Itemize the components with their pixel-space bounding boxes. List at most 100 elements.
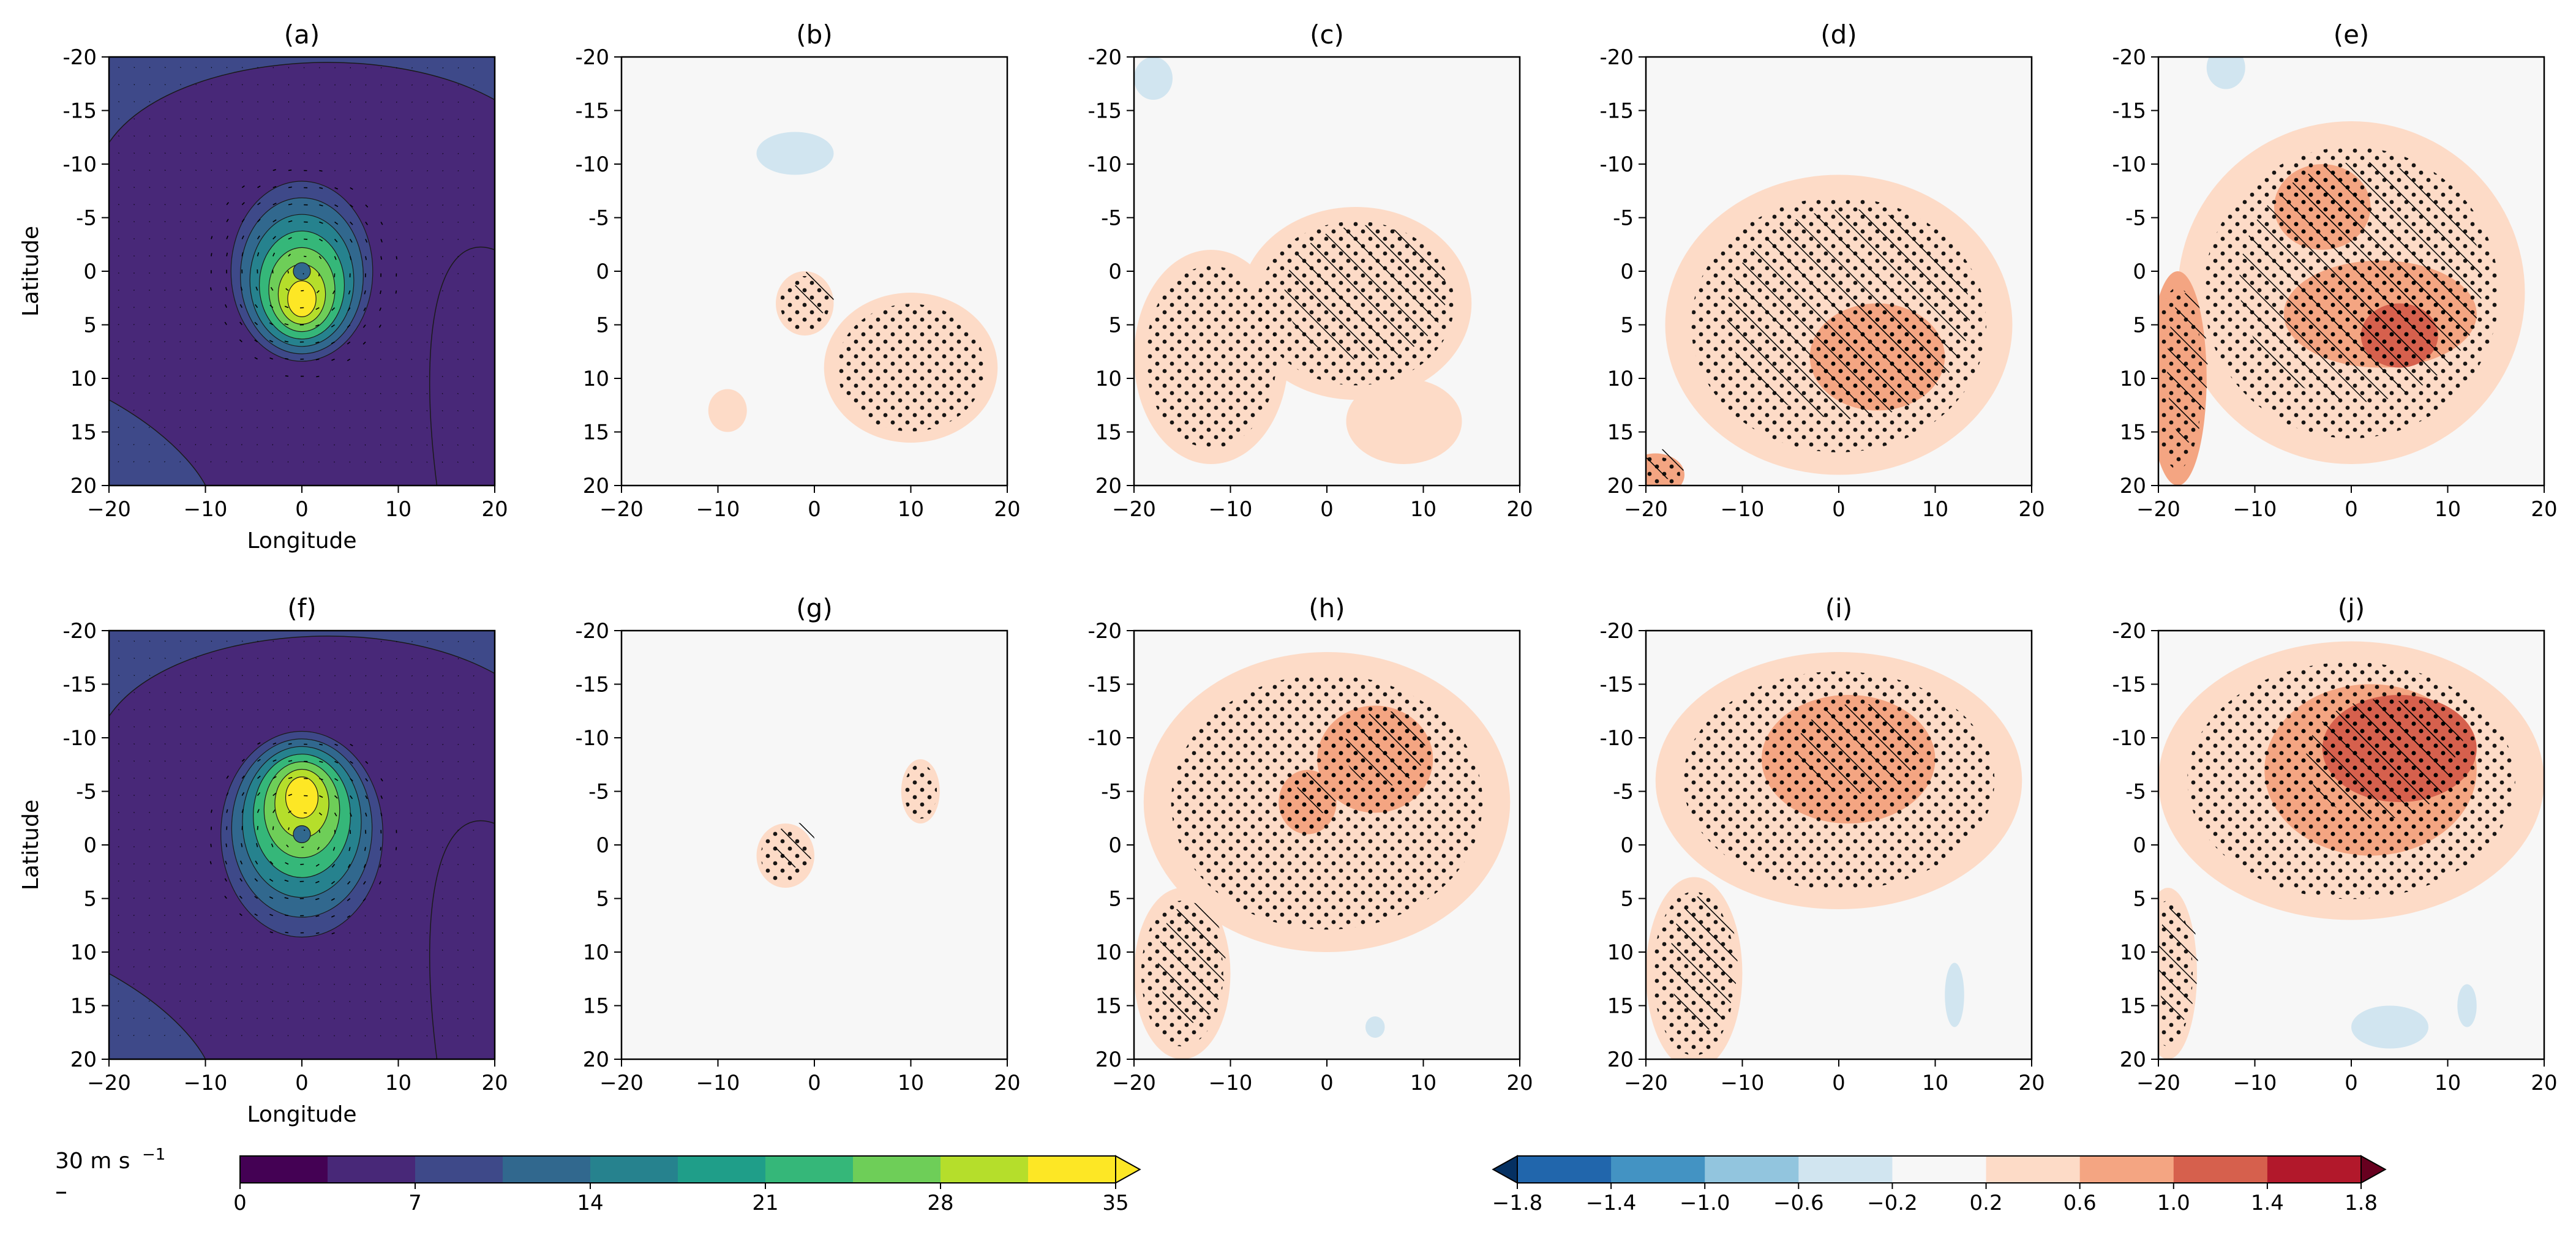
x-axis-label: Longitude	[247, 1102, 356, 1127]
wind-vector	[350, 795, 353, 800]
hatch-region	[775, 822, 816, 868]
wind-vector	[149, 640, 151, 642]
x-tick-label: 10	[2435, 497, 2461, 522]
wind-vector	[195, 640, 197, 642]
wind-vector	[241, 235, 244, 239]
panel-i: (i) −20 −10 0 10 20 -20 -15 -10 -5 0 5 10 15 20	[1599, 593, 2045, 1095]
wind-vector	[331, 307, 336, 311]
wind-vector	[269, 913, 274, 917]
wind-vector	[319, 778, 323, 781]
wind-vector	[380, 222, 383, 225]
wind-vector	[211, 692, 212, 694]
x-tick-label: −10	[696, 1071, 740, 1095]
wind-vector	[380, 966, 381, 968]
wind-vector	[257, 792, 261, 796]
wind-vector	[457, 461, 459, 463]
wind-vector	[149, 135, 151, 137]
y-tick-label: -15	[62, 99, 97, 124]
panel-title: (e)	[2334, 20, 2370, 50]
negative-anomaly	[1134, 57, 1173, 100]
wind-vector	[179, 427, 181, 429]
colorbar-segment	[678, 1156, 766, 1183]
wind-vector	[118, 1035, 119, 1037]
wind-vector	[315, 880, 320, 883]
hatch-region	[1297, 768, 1338, 814]
y-tick-label: -15	[575, 673, 609, 697]
y-tick-label: -15	[575, 99, 609, 124]
x-tick-label: 10	[1410, 1071, 1436, 1095]
wind-vector	[411, 84, 413, 86]
wind-vector	[226, 202, 229, 205]
wind-vector	[301, 846, 304, 848]
wind-vector	[457, 950, 459, 951]
colorbar-tick-label: −0.6	[1773, 1191, 1824, 1215]
y-axis-label: Latitude	[18, 800, 43, 890]
x-tick-label: −20	[1624, 1071, 1668, 1095]
quiver-key-label: 30 m s	[55, 1149, 130, 1174]
wind-vector	[288, 237, 292, 240]
y-tick-label: 0	[2133, 833, 2146, 858]
wind-vector	[225, 843, 227, 847]
x-tick-label: 10	[385, 497, 411, 522]
wind-vector	[457, 710, 459, 711]
wind-vector	[272, 792, 277, 797]
y-tick-label: 20	[1607, 1048, 1634, 1072]
wind-band	[109, 57, 495, 144]
wind-vector	[285, 931, 289, 934]
wind-vector	[285, 375, 289, 377]
wind-vector	[331, 898, 335, 901]
x-tick-label: 0	[1832, 1071, 1846, 1095]
y-tick-label: 0	[2133, 260, 2146, 284]
hatch-region	[794, 270, 835, 315]
wind-vector	[411, 359, 413, 360]
wind-vector	[441, 1035, 443, 1037]
wind-vector	[396, 692, 397, 694]
wind-vector	[473, 710, 475, 711]
wind-vector	[316, 290, 320, 294]
panel-title: (b)	[796, 20, 832, 50]
x-tick-label: −10	[1209, 1071, 1253, 1095]
wind-vector	[396, 966, 397, 968]
eye	[293, 825, 311, 844]
panel-title: (g)	[796, 593, 832, 623]
wind-vector	[427, 727, 428, 728]
wind-vector	[239, 913, 242, 917]
y-tick-label: 15	[2120, 994, 2146, 1019]
wind-vector	[257, 775, 261, 779]
panel-title: (i)	[1825, 593, 1852, 623]
stipple-region	[1145, 266, 1277, 448]
wind-vector	[331, 880, 336, 885]
y-tick-label: 15	[2120, 421, 2146, 445]
wind-vector	[272, 759, 277, 762]
panel-j-field	[2158, 631, 2544, 1059]
wind-vector	[149, 152, 151, 154]
wind-vector	[118, 427, 119, 428]
wind-vector	[254, 878, 258, 882]
wind-vector	[411, 427, 413, 429]
y-tick-label: -5	[2125, 206, 2146, 231]
wind-vector	[457, 675, 459, 677]
y-tick-label: 0	[596, 260, 609, 284]
x-tick-label: 20	[1506, 1071, 1533, 1095]
wind-vector	[240, 287, 243, 291]
wind-vector	[365, 795, 368, 800]
wind-vector	[363, 881, 366, 885]
wind-vector	[411, 949, 413, 951]
wind-vector	[226, 219, 229, 222]
wind-vector	[195, 1018, 197, 1019]
wind-vector	[363, 864, 366, 868]
colorbar-segment	[1986, 1156, 2081, 1183]
wind-vector	[241, 809, 244, 813]
wind-vector	[288, 793, 293, 797]
panel-a: (a) −20 −10 0 10 20 -20 -15 -10 -5 0 5 10 15 20 Longitu…	[18, 20, 508, 553]
colorbar-segment	[240, 1156, 328, 1183]
wind-vector	[365, 778, 369, 782]
wind-vector	[364, 847, 366, 851]
y-tick-label: -15	[1087, 673, 1122, 697]
wind-vector	[284, 340, 289, 343]
wind-vector	[396, 342, 397, 343]
wind-vector	[364, 915, 366, 917]
wind-vector	[118, 410, 119, 411]
wind-vector	[348, 847, 351, 852]
wind-vector	[473, 950, 475, 951]
